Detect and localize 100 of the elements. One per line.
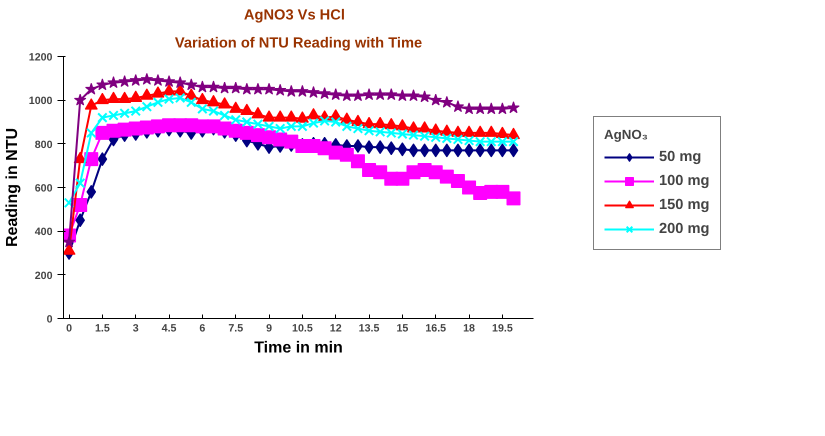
point <box>174 76 186 88</box>
point <box>418 121 432 133</box>
y-tick-label: 200 <box>34 270 53 282</box>
x-tick-label: 0 <box>66 322 72 334</box>
point <box>207 80 220 92</box>
x-tick-label: 6 <box>199 322 206 334</box>
point <box>374 116 387 128</box>
point <box>162 75 176 87</box>
y-tick-label: 1000 <box>28 95 53 108</box>
point <box>240 82 254 95</box>
x-tick-label: 13.5 <box>358 322 380 334</box>
legend-label: 50 mg <box>659 149 702 165</box>
x-tick-label: 18 <box>463 322 476 334</box>
point <box>240 104 254 116</box>
point <box>386 141 396 156</box>
point <box>140 72 154 85</box>
point <box>340 89 354 102</box>
y-tick-label: 600 <box>34 182 53 194</box>
legend-label: 100 mg <box>659 173 710 189</box>
point <box>452 100 464 112</box>
point <box>196 80 209 92</box>
legend-title: AgNO₃ <box>604 127 649 142</box>
point <box>496 126 509 138</box>
point <box>296 111 309 123</box>
x-tick-label: 12 <box>330 322 342 334</box>
point <box>374 88 386 100</box>
point <box>84 98 98 110</box>
point <box>385 88 398 100</box>
point <box>186 97 197 108</box>
point <box>274 84 286 96</box>
x-tick-label: 19.5 <box>492 322 513 334</box>
x-axis-title: Time in min <box>254 340 343 356</box>
point <box>64 236 76 248</box>
point <box>140 88 154 100</box>
point <box>107 76 120 88</box>
point <box>251 106 264 118</box>
point <box>352 89 364 102</box>
point <box>118 92 132 104</box>
point <box>218 82 231 94</box>
x-tick-label: 7.5 <box>228 322 244 334</box>
point <box>96 92 109 104</box>
point <box>285 84 298 97</box>
point <box>130 74 142 86</box>
point <box>207 94 220 106</box>
point <box>284 110 298 122</box>
point <box>496 102 509 114</box>
point <box>74 178 86 188</box>
point <box>230 82 242 94</box>
legend-label: 150 mg <box>659 197 710 213</box>
x-tick-label: 16.5 <box>425 322 446 334</box>
point <box>162 84 176 96</box>
point <box>307 108 320 120</box>
point <box>185 78 198 90</box>
point <box>85 82 98 95</box>
point <box>396 89 409 102</box>
y-tick-label: 800 <box>34 138 53 151</box>
point <box>407 89 420 102</box>
point <box>430 143 441 158</box>
point <box>262 82 276 95</box>
point <box>396 118 409 130</box>
point <box>350 154 365 168</box>
y-tick-label: 400 <box>34 226 53 238</box>
point <box>274 110 287 122</box>
point <box>196 92 209 104</box>
point <box>486 143 496 158</box>
point <box>219 110 230 121</box>
point <box>307 86 320 98</box>
x-tick-label: 4.5 <box>162 322 177 334</box>
point <box>64 198 74 208</box>
point <box>262 110 276 122</box>
point <box>86 184 96 199</box>
point <box>152 97 164 108</box>
x-tick-label: 3 <box>132 322 139 334</box>
point <box>430 94 442 106</box>
point <box>218 97 232 108</box>
point <box>129 90 142 102</box>
point <box>151 86 164 98</box>
point <box>506 191 520 206</box>
point <box>86 128 97 138</box>
point <box>229 101 242 113</box>
point <box>440 96 454 108</box>
point <box>142 101 152 112</box>
point <box>373 165 388 180</box>
x-tick-label: 1.5 <box>94 322 110 334</box>
point <box>462 102 476 114</box>
point <box>507 101 520 114</box>
point <box>118 75 131 87</box>
y-tick-label: 0 <box>46 314 53 326</box>
x-tick-label: 10.5 <box>292 322 313 334</box>
point <box>318 87 331 99</box>
point <box>107 92 120 104</box>
chart-title: AgNO3 Vs HCl <box>244 8 345 24</box>
legend-label: 200 mg <box>659 221 710 237</box>
point <box>74 94 86 106</box>
point <box>384 118 398 130</box>
point <box>362 88 376 100</box>
y-axis-title: Reading in NTU <box>4 128 21 248</box>
chart-subtitle: Variation of NTU Reading with Time <box>174 36 422 52</box>
point <box>485 102 498 114</box>
point <box>296 84 309 97</box>
